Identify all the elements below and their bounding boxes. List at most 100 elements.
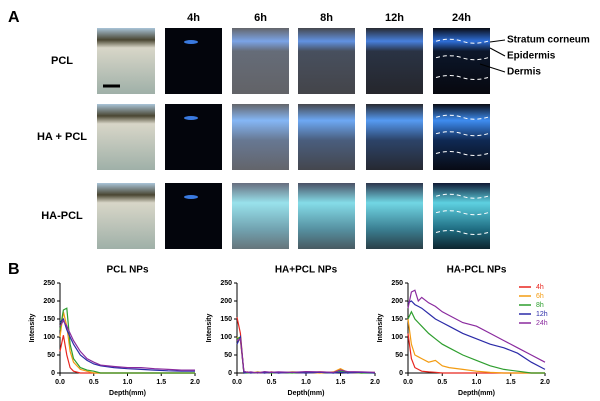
chart: HA-PCL NPs Depth(mm) Intensity 0 50 100 150 200…: [377, 265, 550, 397]
column-header: 24h: [452, 12, 471, 24]
x-axis-label: Depth(mm): [458, 390, 495, 397]
x-tick-label: 1.0: [301, 379, 311, 386]
data-line: [407, 300, 546, 370]
fluorescence-image: [433, 28, 490, 94]
fluorescence-image: [298, 104, 355, 170]
data-line: [59, 319, 195, 371]
chart: PCL NPs Depth(mm) Intensity 0 50 100 150 200 250…: [29, 265, 200, 397]
skin-photo: [97, 28, 155, 94]
y-tick-label: 50: [47, 352, 55, 359]
row-label: HA-PCL: [41, 210, 83, 222]
panel-label: B: [8, 261, 20, 278]
data-line: [59, 311, 195, 374]
x-tick-label: 0.5: [89, 379, 99, 386]
y-tick-label: 50: [224, 352, 232, 359]
chart-title: HA-PCL NPs: [447, 265, 507, 276]
fluorescence-image: [433, 104, 490, 170]
y-tick-label: 100: [391, 334, 403, 341]
fluorescence-image: [232, 104, 289, 170]
fluorescence-image: [298, 28, 355, 94]
fluorescence-image: [366, 28, 423, 94]
layer-boundary: [435, 230, 489, 235]
fluorescence-image: [366, 183, 423, 249]
y-tick-label: 200: [391, 298, 403, 305]
x-tick-label: 0.0: [232, 379, 242, 386]
x-tick-label: 0.0: [403, 379, 413, 386]
fluorescence-image: [232, 28, 289, 94]
data-line: [236, 334, 376, 374]
x-axis-label: Depth(mm): [288, 390, 325, 397]
signal: [184, 195, 198, 199]
chart: HA+PCL NPs Depth(mm) Intensity 0 50 100 150 200…: [206, 265, 380, 397]
y-tick-label: 150: [43, 316, 55, 323]
legend-label: 4h: [536, 284, 544, 291]
x-tick-label: 0.5: [267, 379, 277, 386]
row-label: PCL: [51, 55, 73, 67]
signal: [184, 40, 198, 44]
data-line: [236, 336, 375, 374]
image-grid: 4h 6h 8h 12h 24h PCL HA + PCL HA-PCL Stratum cor…: [37, 12, 590, 249]
y-tick-label: 250: [220, 280, 232, 287]
layer-boundary: [435, 210, 489, 216]
column-header: 6h: [254, 12, 267, 24]
signal: [184, 116, 198, 120]
annotation-arrow: [489, 47, 506, 57]
data-line: [407, 318, 545, 374]
annotation: Stratum corneum: [507, 35, 590, 46]
x-tick-label: 0.5: [437, 379, 447, 386]
layer-boundary: [435, 75, 489, 80]
y-tick-label: 150: [391, 316, 403, 323]
annotation-arrow: [479, 63, 506, 73]
fluorescence-image: [298, 183, 355, 249]
row-label: HA + PCL: [37, 131, 87, 143]
legend-label: 12h: [536, 311, 548, 318]
layer-boundary: [435, 131, 489, 137]
data-line: [236, 337, 376, 374]
fluorescence-image: [366, 104, 423, 170]
layer-boundary: [435, 151, 489, 156]
y-axis-label: Intensity: [206, 314, 213, 343]
y-tick-label: 100: [220, 334, 232, 341]
column-header: 12h: [385, 12, 404, 24]
annotation: Epidermis: [507, 51, 556, 62]
data-line: [59, 307, 195, 374]
annotation-arrow: [489, 39, 506, 43]
fluorescence-image: [232, 183, 289, 249]
y-tick-label: 200: [220, 298, 232, 305]
charts: PCL NPs Depth(mm) Intensity 0 50 100 150 200 250…: [29, 265, 550, 397]
annotation: Dermis: [507, 67, 541, 78]
layer-boundary: [435, 114, 489, 120]
fluorescence-image: [165, 183, 222, 249]
panel-label: A: [8, 9, 20, 26]
y-tick-label: 50: [395, 352, 403, 359]
layer-boundary: [435, 55, 489, 61]
layer-boundary: [435, 193, 489, 199]
legend-label: 24h: [536, 320, 548, 327]
x-tick-label: 0.0: [55, 379, 65, 386]
x-tick-label: 2.0: [370, 379, 380, 386]
data-line: [59, 317, 195, 372]
legend-label: 6h: [536, 293, 544, 300]
y-tick-label: 0: [228, 370, 232, 377]
x-tick-label: 1.0: [472, 379, 482, 386]
y-tick-label: 150: [220, 316, 232, 323]
x-tick-label: 2.0: [190, 379, 200, 386]
data-line: [236, 336, 376, 374]
y-tick-label: 200: [43, 298, 55, 305]
column-header: 4h: [187, 12, 200, 24]
x-tick-label: 1.5: [506, 379, 516, 386]
y-tick-label: 0: [399, 370, 403, 377]
fluorescence-image: [165, 104, 222, 170]
skin-photo: [97, 183, 155, 249]
y-tick-label: 0: [51, 370, 55, 377]
y-tick-label: 250: [391, 280, 403, 287]
layer-boundary: [435, 38, 489, 44]
chart-title: HA+PCL NPs: [275, 265, 338, 276]
x-tick-label: 1.5: [156, 379, 166, 386]
legend-label: 8h: [536, 302, 544, 309]
chart-title: PCL NPs: [106, 265, 148, 276]
y-tick-label: 100: [43, 334, 55, 341]
x-tick-label: 2.0: [540, 379, 550, 386]
data-line: [407, 310, 545, 374]
